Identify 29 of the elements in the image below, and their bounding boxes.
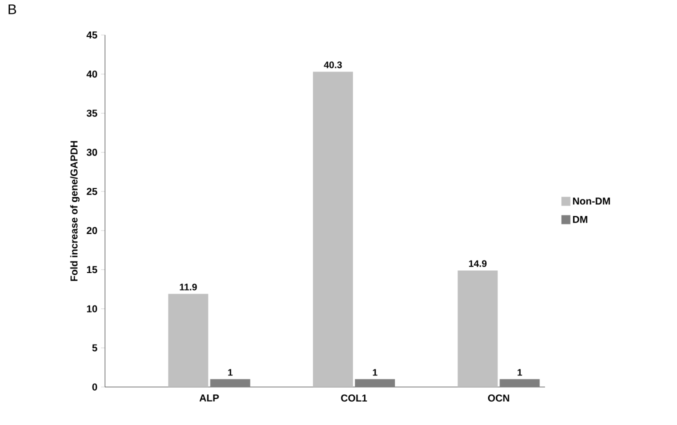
- data-label: 14.9: [469, 260, 487, 267]
- data-label: 1: [228, 369, 233, 376]
- y-tick-label: 35: [86, 110, 98, 117]
- y-tick-label: 25: [86, 188, 98, 195]
- data-label: 11.9: [180, 284, 197, 290]
- text: B: [8, 4, 16, 14]
- y-tick-label: 0: [92, 383, 98, 391]
- x-tick-label: OCN: [488, 394, 510, 402]
- data-label: 1: [518, 369, 522, 376]
- bar: [458, 270, 498, 387]
- x-tick-label: ALP: [200, 394, 219, 402]
- data-label: 40.3: [324, 62, 342, 68]
- y-tick-label: 15: [87, 266, 98, 274]
- bar: [354, 379, 395, 387]
- y-tick-label: 5: [92, 344, 98, 352]
- x-tick-label: COL1: [341, 394, 367, 402]
- y-tick-label: 30: [86, 148, 98, 156]
- data-label: 1: [372, 369, 378, 376]
- bar: [210, 379, 250, 387]
- bar: [312, 72, 353, 387]
- y-tick-label: 40: [86, 70, 98, 78]
- legend-label: DM: [573, 216, 588, 223]
- bar: [500, 379, 540, 387]
- legend-label: Non-DM: [573, 198, 610, 205]
- y-tick-label: 20: [86, 227, 98, 234]
- y-tick-label: 10: [87, 305, 98, 312]
- bar: [168, 294, 208, 387]
- y-tick-label: 45: [86, 32, 98, 38]
- y-axis-title: Fold increase of gene/GAPDH: [70, 141, 80, 281]
